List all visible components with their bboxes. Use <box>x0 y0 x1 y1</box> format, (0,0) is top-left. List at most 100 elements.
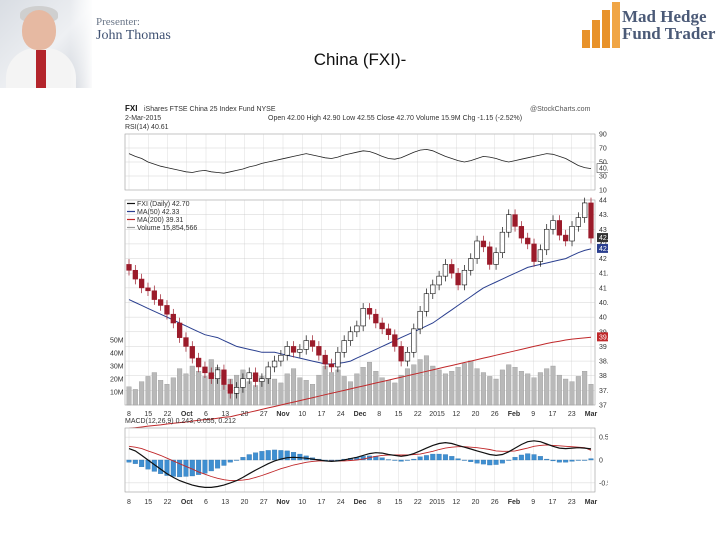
volume-bar <box>531 377 537 406</box>
macd-x-tick-label: 23 <box>568 499 576 506</box>
macd-histogram-bar <box>442 454 448 461</box>
candle-body <box>271 360 278 368</box>
macd-histogram-bar <box>329 459 335 461</box>
volume-bar <box>582 371 588 406</box>
ma200-line <box>128 336 592 429</box>
volume-bar <box>170 377 176 406</box>
volume-bar <box>348 381 353 406</box>
volume-bar <box>329 372 335 406</box>
candle-body <box>322 354 328 365</box>
volume-bar <box>575 376 581 406</box>
volume-bar <box>145 376 151 406</box>
candle-body <box>214 369 221 379</box>
volume-bar <box>253 385 259 406</box>
macd-x-tick-label: 27 <box>260 499 268 506</box>
macd-histogram-bar <box>385 459 391 461</box>
chart-symbol: FXI <box>125 104 137 113</box>
volume-bar <box>151 372 157 406</box>
chart-source: @StockCharts.com <box>530 106 591 113</box>
macd-histogram-bar <box>525 453 531 461</box>
volume-bar <box>417 359 423 406</box>
volume-bar <box>506 364 512 406</box>
macd-signal-line <box>128 444 592 482</box>
macd-histogram-bar <box>563 459 569 463</box>
candle-body <box>525 237 531 245</box>
macd-histogram-bar <box>468 459 474 462</box>
macd-histogram-bar <box>544 458 550 461</box>
candle-body <box>582 202 588 218</box>
presenter-photo <box>0 0 92 88</box>
volume-bar <box>518 371 524 406</box>
rsi-label: RSI(14) 40.61 <box>125 124 169 131</box>
x-tick-label: 17 <box>549 411 557 418</box>
macd-histogram-bar <box>291 452 297 461</box>
price-tick-label: 38.5 <box>599 359 608 366</box>
volume-bar <box>246 381 252 406</box>
price-tick-label: 39 <box>599 344 607 351</box>
volume-tick-label: 20M <box>110 377 124 384</box>
candle-body <box>499 231 506 254</box>
macd-histogram-bar <box>132 459 138 464</box>
mad-hedge-logo: Mad Hedge Fund Trader <box>580 0 720 50</box>
candle-body <box>392 334 398 347</box>
volume-bar <box>430 365 436 406</box>
macd-histogram-bar <box>411 458 417 461</box>
legend-entry: MA(200) 39.31 <box>137 217 183 224</box>
macd-x-tick-label: 20 <box>472 499 480 506</box>
macd-histogram-bar <box>569 459 575 462</box>
macd-tick-label: -0.5 <box>599 480 608 487</box>
volume-bar <box>550 365 556 406</box>
candle-body <box>468 258 474 271</box>
candle-body <box>309 340 316 347</box>
rsi-current-box <box>596 163 608 173</box>
ma50-line <box>128 248 592 365</box>
candle-body <box>544 228 550 251</box>
volume-bar <box>379 377 385 406</box>
volume-bar <box>449 371 455 406</box>
candle-body <box>341 340 347 353</box>
volume-bar <box>563 378 569 406</box>
x-tick-label: 17 <box>318 411 326 418</box>
candle-body <box>480 240 487 248</box>
x-tick-label: 20 <box>241 411 249 418</box>
macd-x-tick-label: 15 <box>395 499 403 506</box>
legend-entry: MA(50) 42.33 <box>137 209 180 216</box>
macd-x-tick-label: 20 <box>241 499 249 506</box>
candle-body <box>221 369 227 385</box>
candle-body <box>563 234 569 242</box>
bar-logo-icon <box>582 2 620 48</box>
macd-histogram-bar <box>556 459 562 463</box>
candle-body <box>145 287 151 292</box>
volume-bar <box>493 378 499 406</box>
macd-x-tick-label: Mar <box>585 499 598 506</box>
volume-bar <box>291 368 297 406</box>
macd-x-tick-label: 2015 <box>429 499 445 506</box>
macd-x-tick-label: 15 <box>144 499 152 506</box>
macd-histogram-bar <box>272 449 278 461</box>
x-tick-label: 10 <box>298 411 306 418</box>
ma200-last-label: 39.31 <box>599 334 608 341</box>
macd-histogram-bar <box>392 459 398 461</box>
candle-body <box>183 337 189 347</box>
candle-body <box>550 220 556 230</box>
candle-body <box>284 346 290 356</box>
candle-body <box>493 252 499 265</box>
presenter-block: Presenter: John Thomas <box>0 0 190 90</box>
candle-body <box>265 366 271 379</box>
price-tick-label: 40.5 <box>599 300 608 307</box>
volume-bar <box>132 389 138 406</box>
x-tick-label: Oct <box>181 411 193 418</box>
macd-histogram-bar <box>202 459 208 474</box>
x-tick-label: 24 <box>337 411 345 418</box>
volume-bar <box>461 363 467 406</box>
macd-x-tick-label: Nov <box>276 499 289 506</box>
volume-bar <box>202 376 208 406</box>
candle-body <box>512 214 518 227</box>
macd-histogram-bar <box>246 454 252 461</box>
x-tick-label: 27 <box>260 411 268 418</box>
x-tick-label: Dec <box>354 411 367 418</box>
price-tick-label: 40 <box>599 315 607 322</box>
price-tick-label: 42 <box>599 256 607 263</box>
macd-histogram-bar <box>518 454 524 461</box>
candle-body <box>487 246 493 265</box>
